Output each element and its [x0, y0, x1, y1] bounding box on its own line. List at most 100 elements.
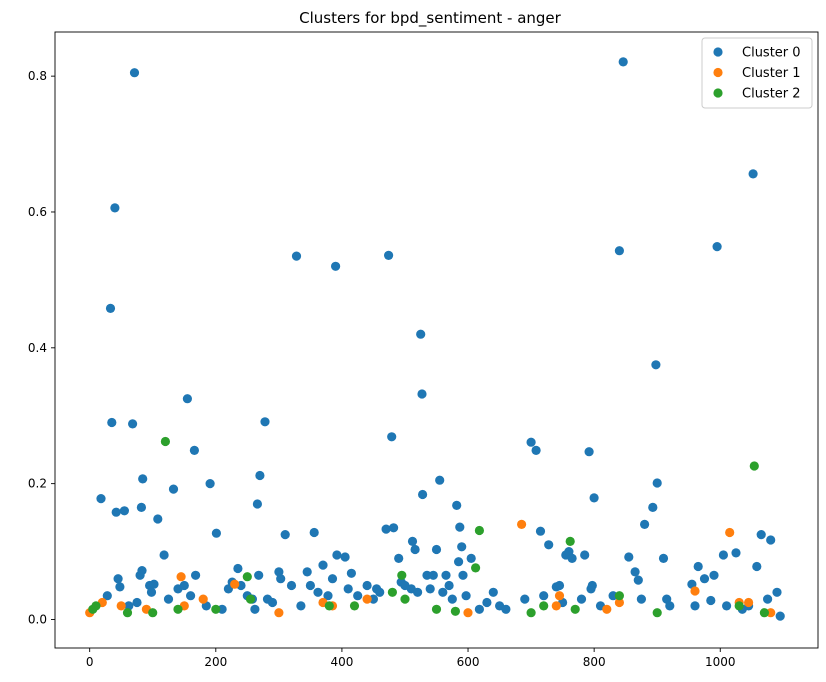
- legend: Cluster 0 Cluster 1 Cluster 2: [701, 37, 813, 109]
- point-cluster-0: [636, 594, 647, 604]
- point-cluster-0: [129, 68, 140, 78]
- point-cluster-0: [138, 474, 148, 484]
- point-cluster-0: [410, 544, 420, 555]
- point-cluster-0: [105, 303, 116, 313]
- point-cluster-0: [260, 417, 270, 427]
- point-cluster-0: [96, 494, 106, 504]
- point-cluster-0: [554, 580, 565, 591]
- point-cluster-0: [431, 544, 442, 555]
- point-cluster-0: [233, 563, 243, 574]
- plot-area: [85, 57, 785, 621]
- point-cluster-0: [752, 561, 762, 572]
- point-cluster-0: [447, 594, 457, 604]
- point-cluster-0: [699, 574, 710, 584]
- point-cluster-2: [565, 536, 575, 547]
- point-cluster-0: [254, 570, 264, 580]
- point-cluster-0: [407, 536, 418, 547]
- point-cluster-0: [457, 542, 467, 552]
- point-cluster-0: [455, 522, 465, 532]
- point-cluster-1: [766, 608, 776, 618]
- point-cluster-0: [332, 550, 342, 560]
- point-cluster-2: [526, 608, 536, 618]
- point-cluster-0: [731, 548, 741, 558]
- point-cluster-0: [614, 246, 625, 256]
- point-cluster-2: [539, 601, 549, 611]
- point-cluster-0: [567, 553, 577, 564]
- point-cluster-0: [461, 591, 471, 601]
- point-cluster-0: [387, 432, 397, 442]
- point-cluster-0: [394, 553, 404, 564]
- point-cluster-0: [589, 493, 599, 503]
- point-cluster-1: [554, 591, 565, 601]
- point-cluster-1: [274, 608, 284, 618]
- point-cluster-2: [211, 604, 221, 614]
- point-cluster-2: [91, 601, 101, 611]
- point-cluster-2: [122, 608, 133, 618]
- point-cluster-2: [474, 525, 484, 536]
- point-cluster-0: [276, 574, 286, 584]
- y-tick-label: 0.2: [28, 477, 47, 491]
- point-cluster-0: [535, 526, 546, 536]
- point-cluster-0: [102, 591, 112, 601]
- point-cluster-0: [302, 567, 312, 577]
- point-cluster-0: [323, 591, 333, 601]
- point-cluster-2: [734, 601, 744, 611]
- point-cluster-0: [119, 506, 129, 516]
- point-cluster-0: [413, 587, 423, 597]
- point-cluster-1: [362, 594, 372, 604]
- point-cluster-0: [520, 594, 530, 604]
- point-cluster-0: [709, 570, 719, 580]
- point-cluster-0: [539, 591, 549, 601]
- point-cluster-0: [331, 261, 341, 271]
- axes-frame: [54, 31, 819, 649]
- x-tick-label: 400: [330, 655, 353, 669]
- point-cluster-1: [176, 572, 186, 582]
- point-cluster-0: [416, 329, 426, 339]
- point-cluster-0: [435, 475, 445, 485]
- point-cluster-0: [313, 587, 323, 597]
- y-tick-label: 0.4: [28, 341, 47, 355]
- point-cluster-1: [614, 597, 625, 608]
- point-cluster-0: [544, 540, 554, 550]
- point-cluster-2: [245, 594, 256, 604]
- point-cluster-2: [759, 608, 770, 618]
- point-cluster-0: [107, 417, 117, 428]
- point-cluster-0: [526, 437, 536, 447]
- point-cluster-0: [296, 601, 306, 611]
- legend-label-1: Cluster 1: [742, 66, 801, 81]
- point-cluster-2: [749, 461, 759, 471]
- point-cluster-0: [454, 557, 464, 567]
- point-cluster-0: [191, 570, 201, 580]
- point-cluster-1: [198, 594, 208, 604]
- point-cluster-0: [584, 447, 594, 457]
- chart-title: Clusters for bpd_sentiment - anger: [299, 9, 562, 28]
- point-cluster-0: [153, 514, 163, 524]
- point-cluster-0: [368, 594, 378, 604]
- point-cluster-0: [775, 611, 785, 621]
- point-cluster-0: [648, 502, 658, 512]
- x-tick-label: 0: [86, 655, 94, 669]
- point-cluster-0: [124, 601, 134, 611]
- point-cluster-0: [163, 594, 174, 604]
- point-cluster-0: [291, 251, 302, 261]
- point-cluster-0: [466, 553, 476, 564]
- point-cluster-1: [744, 597, 754, 608]
- point-cluster-0: [587, 580, 597, 591]
- point-cluster-0: [286, 580, 297, 591]
- point-cluster-1: [517, 519, 527, 530]
- point-cluster-0: [211, 528, 221, 538]
- point-cluster-2: [324, 601, 334, 611]
- point-cluster-0: [766, 535, 776, 545]
- point-cluster-0: [482, 597, 492, 608]
- point-cluster-0: [252, 499, 262, 509]
- point-cluster-0: [217, 604, 227, 614]
- point-cluster-0: [531, 445, 541, 455]
- point-cluster-0: [318, 560, 328, 570]
- point-cluster-2: [570, 604, 580, 614]
- point-cluster-0: [452, 500, 462, 510]
- point-cluster-0: [501, 604, 511, 614]
- point-cluster-0: [381, 524, 391, 534]
- point-cluster-0: [772, 587, 782, 597]
- point-cluster-1: [230, 579, 240, 589]
